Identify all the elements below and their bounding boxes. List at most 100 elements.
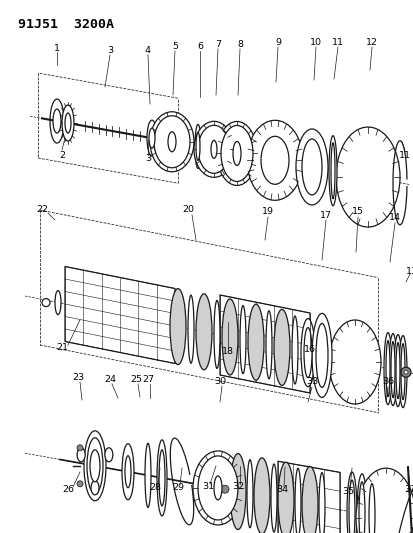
Ellipse shape xyxy=(295,129,327,205)
Ellipse shape xyxy=(87,438,103,494)
Ellipse shape xyxy=(197,125,230,173)
Text: 28: 28 xyxy=(149,483,161,492)
Text: 26: 26 xyxy=(62,486,74,495)
Ellipse shape xyxy=(159,450,165,506)
Ellipse shape xyxy=(300,319,314,386)
Circle shape xyxy=(221,485,228,493)
Ellipse shape xyxy=(91,481,99,495)
Ellipse shape xyxy=(214,476,221,500)
Ellipse shape xyxy=(330,143,334,199)
Ellipse shape xyxy=(311,313,331,398)
Ellipse shape xyxy=(195,294,211,370)
Ellipse shape xyxy=(77,448,85,462)
Polygon shape xyxy=(219,295,309,393)
Circle shape xyxy=(42,298,50,306)
Text: 6: 6 xyxy=(197,42,202,51)
Text: 14: 14 xyxy=(388,214,400,222)
Ellipse shape xyxy=(125,456,131,488)
Text: 21: 21 xyxy=(56,343,68,352)
Text: 8: 8 xyxy=(236,39,242,49)
Ellipse shape xyxy=(168,132,176,152)
Text: 7: 7 xyxy=(214,39,221,49)
Ellipse shape xyxy=(122,444,134,500)
Ellipse shape xyxy=(247,304,263,380)
Ellipse shape xyxy=(366,475,376,533)
Ellipse shape xyxy=(221,299,237,375)
Text: 15: 15 xyxy=(351,207,363,216)
Ellipse shape xyxy=(55,290,61,314)
Text: 24: 24 xyxy=(104,376,116,384)
Ellipse shape xyxy=(315,324,327,387)
Ellipse shape xyxy=(335,127,399,227)
Text: 33: 33 xyxy=(305,377,317,386)
Ellipse shape xyxy=(346,472,356,533)
Ellipse shape xyxy=(385,341,389,397)
Text: 31: 31 xyxy=(202,482,214,491)
Text: 11: 11 xyxy=(398,150,410,159)
Ellipse shape xyxy=(230,454,245,530)
Text: 23: 23 xyxy=(72,374,84,383)
Ellipse shape xyxy=(348,480,354,533)
Ellipse shape xyxy=(170,288,185,365)
Ellipse shape xyxy=(271,464,276,532)
Ellipse shape xyxy=(211,140,216,158)
Circle shape xyxy=(403,370,407,374)
Ellipse shape xyxy=(154,116,190,168)
Ellipse shape xyxy=(84,431,106,501)
Text: 30: 30 xyxy=(214,377,225,386)
Ellipse shape xyxy=(65,113,71,133)
Ellipse shape xyxy=(328,136,336,206)
Text: 5: 5 xyxy=(171,42,178,51)
Ellipse shape xyxy=(260,136,288,184)
Polygon shape xyxy=(65,266,175,364)
Ellipse shape xyxy=(355,468,413,533)
Text: 25: 25 xyxy=(130,376,142,384)
Ellipse shape xyxy=(195,124,201,168)
Ellipse shape xyxy=(214,301,219,368)
Ellipse shape xyxy=(90,450,100,482)
Text: 20: 20 xyxy=(182,206,194,214)
Ellipse shape xyxy=(188,295,194,363)
Ellipse shape xyxy=(254,458,269,533)
Ellipse shape xyxy=(216,122,256,185)
Text: 18: 18 xyxy=(221,348,233,357)
Text: 37: 37 xyxy=(403,486,413,495)
Ellipse shape xyxy=(383,333,391,405)
Ellipse shape xyxy=(266,311,271,379)
Text: 4: 4 xyxy=(145,45,151,54)
Circle shape xyxy=(77,481,83,487)
Text: 35: 35 xyxy=(341,488,353,497)
Ellipse shape xyxy=(194,122,233,177)
Text: 9: 9 xyxy=(274,37,280,46)
Text: 22: 22 xyxy=(36,206,48,214)
Text: 3: 3 xyxy=(145,154,151,163)
Ellipse shape xyxy=(104,448,113,462)
Text: 16: 16 xyxy=(303,345,315,354)
Ellipse shape xyxy=(195,132,199,160)
Text: 1: 1 xyxy=(54,44,60,52)
Ellipse shape xyxy=(301,466,317,533)
Ellipse shape xyxy=(393,335,401,407)
Ellipse shape xyxy=(291,316,297,384)
Ellipse shape xyxy=(301,139,321,195)
Circle shape xyxy=(77,445,83,451)
Ellipse shape xyxy=(157,440,166,516)
Text: 27: 27 xyxy=(142,376,154,384)
Text: 10: 10 xyxy=(309,37,321,46)
Text: 12: 12 xyxy=(365,37,377,46)
Ellipse shape xyxy=(277,462,293,533)
Text: 34: 34 xyxy=(275,486,287,495)
Ellipse shape xyxy=(50,99,64,143)
Text: 36: 36 xyxy=(381,377,393,386)
Ellipse shape xyxy=(247,459,252,528)
Text: 17: 17 xyxy=(319,211,331,220)
Polygon shape xyxy=(277,461,339,533)
Ellipse shape xyxy=(240,305,245,374)
Ellipse shape xyxy=(294,469,300,533)
Ellipse shape xyxy=(62,105,74,141)
Text: 19: 19 xyxy=(261,207,273,216)
Text: 13: 13 xyxy=(405,268,413,277)
Ellipse shape xyxy=(273,309,289,385)
Ellipse shape xyxy=(147,120,157,156)
Ellipse shape xyxy=(356,474,366,533)
